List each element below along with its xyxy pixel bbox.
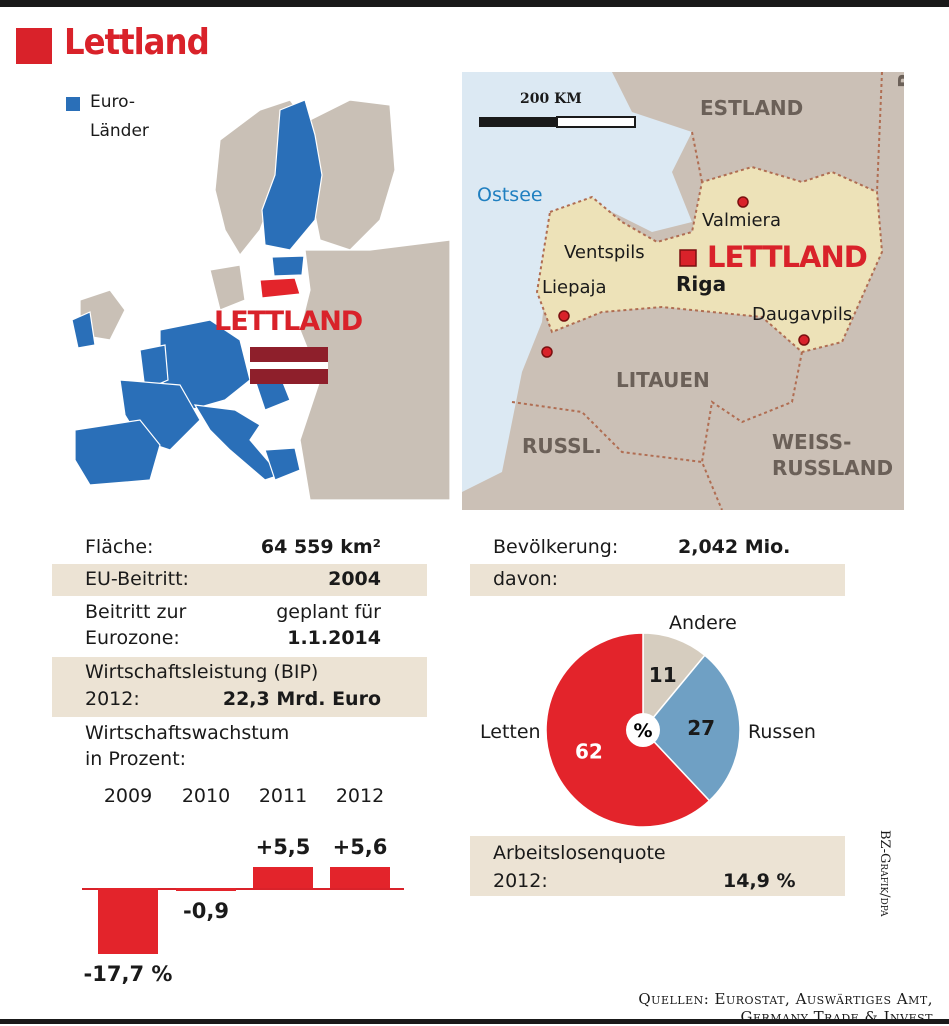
flaeche-value: 64 559 km² [260, 536, 381, 558]
region-map: 200 KM ESTLAND RUSSLAND Ostsee Valmiera … [462, 72, 904, 510]
pie-value-russen: 27 [687, 716, 715, 740]
pie-center-label: % [633, 720, 652, 742]
label-estland: ESTLAND [700, 96, 804, 120]
scale-bar-light [556, 116, 636, 128]
label-russland: RUSSLAND [894, 72, 904, 88]
unemployment-value: 14,9 % [723, 870, 796, 892]
legend-swatch [66, 97, 80, 111]
year-label-2010: 2010 [181, 785, 231, 807]
europe-country-label: LETTLAND [214, 306, 363, 337]
page-title: Lettland [64, 22, 210, 63]
fact-row-bip: Wirtschaftsleistung (BIP) 2012: 22,3 Mrd… [52, 657, 427, 717]
unemployment-label-2: 2012: [493, 870, 548, 892]
scale-bar-dark [479, 117, 557, 127]
fact-row-growth: Wirtschaftswachstum in Prozent: [75, 720, 427, 776]
eu-label: EU-Beitritt: [85, 568, 189, 590]
bar-value-label-2012: +5,6 [332, 835, 388, 859]
label-litauen: LITAUEN [616, 368, 710, 392]
growth-label-2: in Prozent: [85, 748, 187, 770]
credit-text: BZ-Grafik/dpa [877, 830, 892, 917]
euro-value-1: geplant für [276, 601, 381, 623]
population-label: Bevölkerung: [493, 536, 619, 558]
label-liepaja: Liepaja [542, 277, 607, 298]
population-row: Bevölkerung: 2,042 Mio. [480, 532, 845, 564]
bip-label-2: 2012: [85, 688, 140, 710]
label-valmiera: Valmiera [702, 210, 781, 231]
unemployment-row: Arbeitslosenquote 2012: 14,9 % [470, 836, 845, 896]
label-lettland: LETTLAND [707, 240, 868, 274]
population-pie-chart: 11 27 62% [545, 632, 741, 828]
pie-label-russen: Russen [748, 721, 816, 743]
source-line-1: Quellen: Eurostat, Auswärtiges Amt, [638, 990, 933, 1008]
fact-row-eu: EU-Beitritt: 2004 [52, 564, 427, 596]
label-weissrussland-1: WEISS- [772, 430, 852, 454]
pie-slice-russen [642, 654, 741, 802]
davon-row: davon: [470, 564, 845, 596]
pie-label-andere: Andere [669, 612, 737, 634]
europe-map [71, 99, 450, 500]
label-riga: Riga [676, 272, 727, 296]
fact-row-eurozone: Beitritt zur Eurozone: geplant für 1.1.2… [75, 599, 427, 655]
label-russl: RUSSL. [522, 434, 602, 458]
title-marker [16, 28, 52, 64]
euro-value-2: 1.1.2014 [287, 627, 381, 649]
euro-label-1: Beitritt zur [85, 601, 187, 623]
fact-row-flaeche: Fläche: 64 559 km² [75, 532, 427, 564]
population-value: 2,042 Mio. [678, 536, 791, 558]
pie-slice-andere [642, 632, 706, 733]
bar-baseline [82, 888, 404, 890]
euro-label-2: Eurozone: [85, 627, 180, 649]
pie-center [626, 713, 660, 747]
eu-value: 2004 [328, 568, 381, 590]
bar-2011 [253, 867, 313, 888]
bottom-border [0, 1019, 949, 1024]
davon-label: davon: [493, 568, 559, 590]
bar-2009 [98, 888, 158, 955]
pie-value-andere: 11 [649, 663, 677, 687]
year-label-2009: 2009 [103, 785, 153, 807]
bar-value-label-2010: -0,9 [183, 899, 229, 924]
legend-label-1: Euro- [90, 92, 135, 112]
label-ventspils: Ventspils [564, 242, 645, 263]
bar-value-label-2009: -17,7 % [83, 962, 173, 987]
bar-2010 [176, 888, 236, 892]
bar-2012 [330, 867, 390, 888]
year-label-2011: 2011 [258, 785, 308, 807]
year-label-2012: 2012 [335, 785, 385, 807]
pie-value-letten: 62 [575, 739, 603, 763]
label-weissrussland-2: RUSSLAND [772, 456, 894, 480]
latvia-flag [250, 347, 328, 384]
bip-label-1: Wirtschaftsleistung (BIP) [85, 661, 319, 683]
unemployment-label-1: Arbeitslosenquote [493, 842, 666, 864]
bip-value: 22,3 Mrd. Euro [222, 688, 381, 710]
growth-label-1: Wirtschaftswachstum [85, 722, 290, 744]
top-border [0, 0, 949, 7]
pie-label-letten: Letten [480, 721, 541, 743]
bar-value-label-2011: +5,5 [255, 835, 311, 860]
legend-label-2: Länder [90, 121, 149, 141]
label-ostsee: Ostsee [477, 184, 543, 206]
scale-label: 200 KM [520, 91, 582, 107]
flaeche-label: Fläche: [85, 536, 154, 558]
label-daugavpils: Daugavpils [752, 304, 853, 325]
